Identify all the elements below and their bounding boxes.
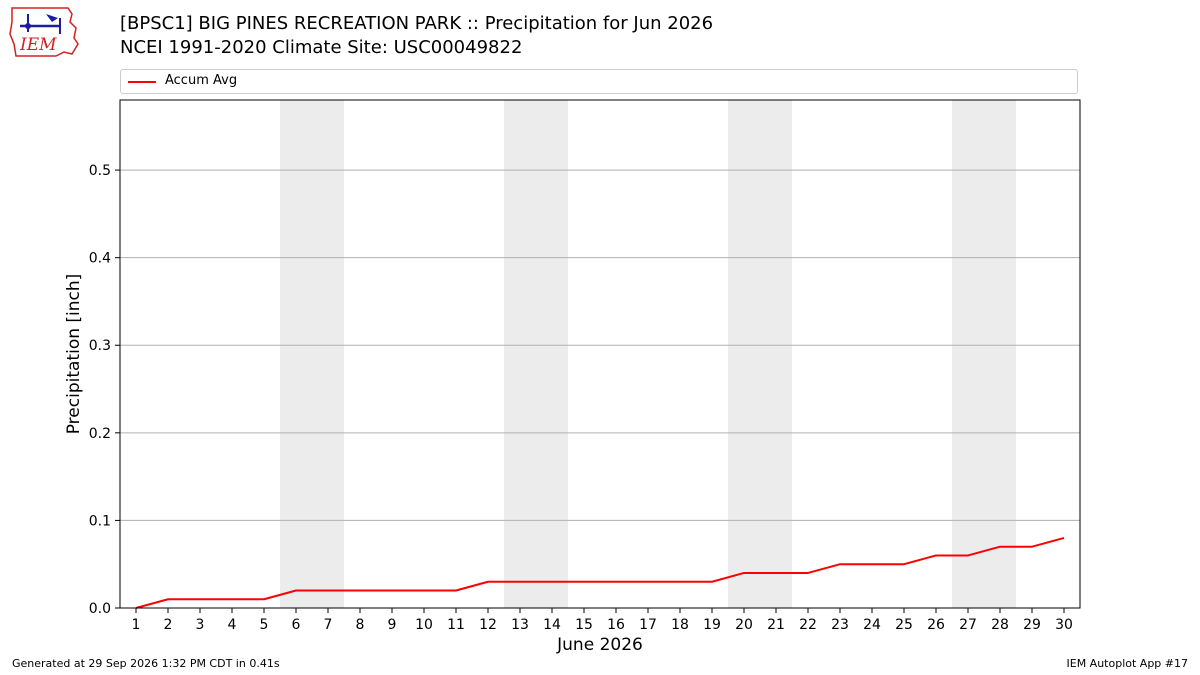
y-tick-label: 0.1 [89, 513, 111, 529]
x-tick-label: 22 [799, 617, 817, 633]
x-tick-label: 14 [543, 617, 561, 633]
weekend-shade [504, 100, 568, 608]
x-tick-label: 18 [671, 617, 689, 633]
y-tick-label: 0.5 [89, 163, 111, 179]
x-tick-label: 2 [164, 617, 173, 633]
x-tick-label: 5 [260, 617, 269, 633]
x-tick-label: 6 [292, 617, 301, 633]
weekend-shade [280, 100, 344, 608]
x-tick-label: 3 [196, 617, 205, 633]
x-tick-label: 24 [863, 617, 881, 633]
iem-logo: IEM [6, 4, 82, 60]
x-tick-label: 28 [991, 617, 1009, 633]
legend: Accum Avg [120, 69, 1078, 94]
x-tick-label: 30 [1055, 617, 1073, 633]
x-tick-label: 13 [511, 617, 529, 633]
x-tick-label: 17 [639, 617, 657, 633]
x-tick-label: 26 [927, 617, 945, 633]
y-tick-label: 0.3 [89, 338, 111, 354]
x-tick-label: 27 [959, 617, 977, 633]
generated-timestamp: Generated at 29 Sep 2026 1:32 PM CDT in … [12, 657, 280, 670]
x-tick-label: 25 [895, 617, 913, 633]
plot-frame [119, 99, 1081, 609]
y-tick-label: 0.0 [89, 601, 111, 617]
x-tick-label: 11 [447, 617, 465, 633]
x-tick-label: 1 [132, 617, 141, 633]
logo-text: IEM [19, 35, 57, 55]
x-tick-label: 16 [607, 617, 625, 633]
series-line-accum-avg [135, 536, 1065, 609]
app-label: IEM Autoplot App #17 [1066, 657, 1189, 670]
weekend-shade [728, 100, 792, 608]
x-tick-label: 12 [479, 617, 497, 633]
x-tick-label: 4 [228, 617, 237, 633]
x-tick-label: 20 [735, 617, 753, 633]
weekend-shade [952, 100, 1016, 608]
y-axis-label: Precipitation [inch] [64, 274, 84, 435]
x-tick-label: 29 [1023, 617, 1041, 633]
x-tick-label: 23 [831, 617, 849, 633]
x-tick-label: 9 [388, 617, 397, 633]
chart-title: [BPSC1] BIG PINES RECREATION PARK :: Pre… [120, 13, 714, 34]
x-tick-label: 21 [767, 617, 785, 633]
x-tick-label: 7 [324, 617, 333, 633]
y-tick-label: 0.4 [89, 251, 111, 267]
x-tick-label: 8 [356, 617, 365, 633]
chart-subtitle: NCEI 1991-2020 Climate Site: USC00049822 [120, 37, 523, 58]
x-tick-label: 15 [575, 617, 593, 633]
x-axis-label: June 2026 [556, 635, 643, 655]
y-tick-label: 0.2 [89, 426, 111, 442]
legend-label-accum-avg: Accum Avg [165, 73, 238, 88]
x-tick-label: 19 [703, 617, 721, 633]
x-tick-label: 10 [415, 617, 433, 633]
legend-swatch-accum-avg [128, 81, 156, 83]
